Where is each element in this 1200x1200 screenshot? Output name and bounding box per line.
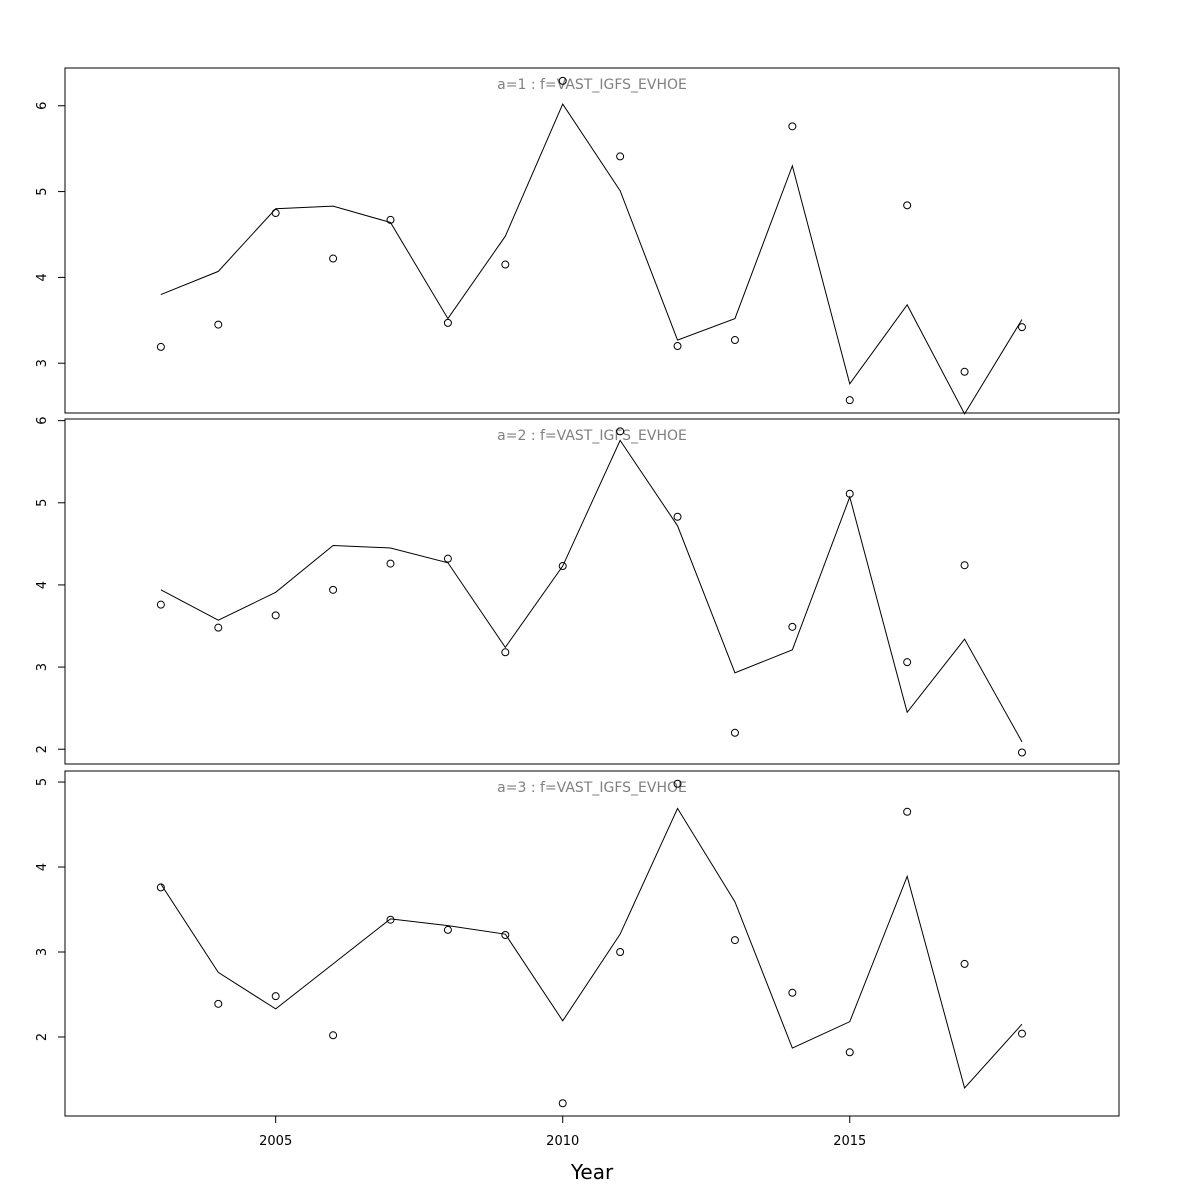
data-point (730, 336, 739, 345)
data-point (616, 947, 625, 956)
data-point (443, 318, 452, 327)
data-point (960, 959, 969, 968)
data-point (1017, 323, 1026, 332)
data-point (1017, 1029, 1026, 1038)
data-point (616, 152, 625, 161)
data-point (1017, 748, 1026, 757)
panel-frame (64, 770, 1120, 1117)
data-point (903, 807, 912, 816)
panel-title: a=2 : f=VAST_IGFS_EVHOE (497, 428, 687, 444)
data-point (386, 915, 395, 924)
data-point (673, 342, 682, 351)
panel-frame (64, 67, 1120, 414)
data-point (558, 562, 567, 571)
y-tick-label: 3 (35, 948, 50, 956)
y-tick-label: 2 (35, 745, 50, 753)
data-point (730, 728, 739, 737)
data-point (214, 623, 223, 632)
y-tick-label: 5 (35, 778, 50, 786)
fitted-line (160, 103, 1023, 415)
x-tick-label: 2005 (259, 1134, 292, 1149)
y-tick-label: 4 (35, 273, 50, 281)
data-point (673, 512, 682, 521)
panel-title: a=3 : f=VAST_IGFS_EVHOE (497, 780, 687, 796)
data-point (845, 1048, 854, 1057)
data-point (386, 559, 395, 568)
data-point (903, 201, 912, 210)
data-point (329, 254, 338, 263)
data-point (788, 988, 797, 997)
data-point (271, 209, 280, 218)
data-point (329, 585, 338, 594)
y-tick-label: 3 (35, 359, 50, 367)
data-point (730, 936, 739, 945)
data-point (271, 992, 280, 1001)
y-tick-label: 4 (35, 863, 50, 871)
y-tick-label: 2 (35, 1033, 50, 1041)
data-point (845, 396, 854, 405)
panel-frame (64, 418, 1120, 765)
data-point (960, 367, 969, 376)
data-point (788, 622, 797, 631)
data-point (214, 999, 223, 1008)
data-point (788, 122, 797, 131)
data-point (558, 1099, 567, 1108)
y-tick-label: 5 (35, 499, 50, 507)
fitted-line (160, 439, 1023, 743)
x-tick-label: 2010 (546, 1134, 579, 1149)
data-point (156, 342, 165, 351)
panel-title: a=1 : f=VAST_IGFS_EVHOE (497, 77, 687, 93)
fitted-line (160, 807, 1023, 1089)
y-tick-label: 5 (35, 187, 50, 195)
data-point (960, 561, 969, 570)
data-point (214, 320, 223, 329)
y-tick-label: 4 (35, 581, 50, 589)
data-point (673, 779, 682, 788)
data-point (443, 554, 452, 563)
data-point (616, 427, 625, 436)
y-tick-label: 6 (35, 102, 50, 110)
data-point (443, 925, 452, 934)
data-point (501, 931, 510, 940)
data-point (329, 1031, 338, 1040)
x-axis-label: Year (570, 1160, 614, 1184)
data-point (501, 648, 510, 657)
data-point (903, 658, 912, 667)
x-tick-label: 2015 (833, 1134, 866, 1149)
data-point (156, 883, 165, 892)
y-tick-label: 3 (35, 663, 50, 671)
data-point (271, 611, 280, 620)
data-point (156, 600, 165, 609)
data-point (558, 76, 567, 85)
data-point (501, 260, 510, 269)
y-tick-label: 6 (35, 417, 50, 425)
